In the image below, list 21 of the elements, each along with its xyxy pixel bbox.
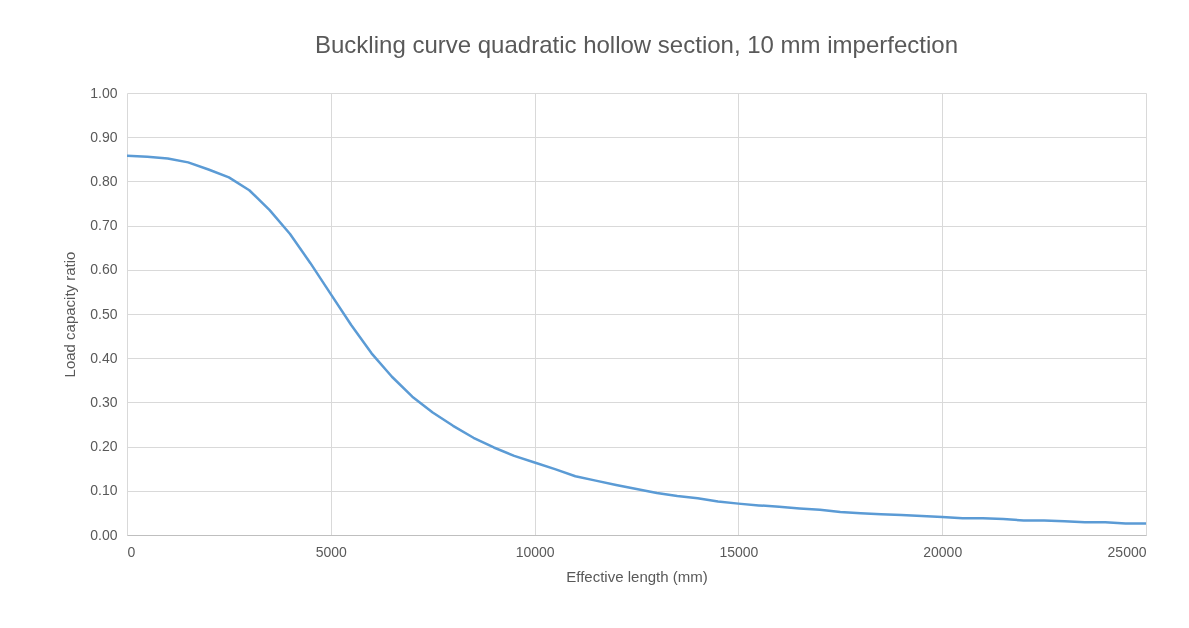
x-tick-label: 5000 bbox=[315, 543, 348, 560]
y-tick-label: 0.50 bbox=[90, 305, 118, 322]
y-tick-label: 0.90 bbox=[90, 128, 118, 145]
x-tick-label: 10000 bbox=[515, 543, 555, 560]
line-series bbox=[127, 154, 1146, 525]
y-tick-label: 1.00 bbox=[90, 84, 118, 101]
y-tick-label: 0.40 bbox=[90, 349, 118, 366]
y-tick-label: 0.10 bbox=[90, 482, 118, 499]
x-tick-label: 20000 bbox=[923, 543, 963, 560]
x-tick-label: 15000 bbox=[719, 543, 759, 560]
y-tick-label: 0.60 bbox=[90, 261, 118, 278]
y-tick-label: 0.80 bbox=[90, 172, 118, 189]
y-tick-label: 0.20 bbox=[90, 438, 118, 455]
y-tick-label: 0.00 bbox=[90, 526, 118, 543]
chart-title: Buckling curve quadratic hollow section, 10 mm imperfection bbox=[315, 31, 958, 58]
x-axis-title: Effective length (mm) bbox=[566, 567, 708, 585]
y-tick-label: 0.30 bbox=[90, 393, 118, 410]
y-tick-label: 0.70 bbox=[90, 217, 118, 234]
x-tick-label: 0 bbox=[127, 543, 136, 560]
x-tick-label: 25000 bbox=[1107, 543, 1147, 560]
y-axis-title: Load capacity ratio bbox=[61, 251, 79, 378]
